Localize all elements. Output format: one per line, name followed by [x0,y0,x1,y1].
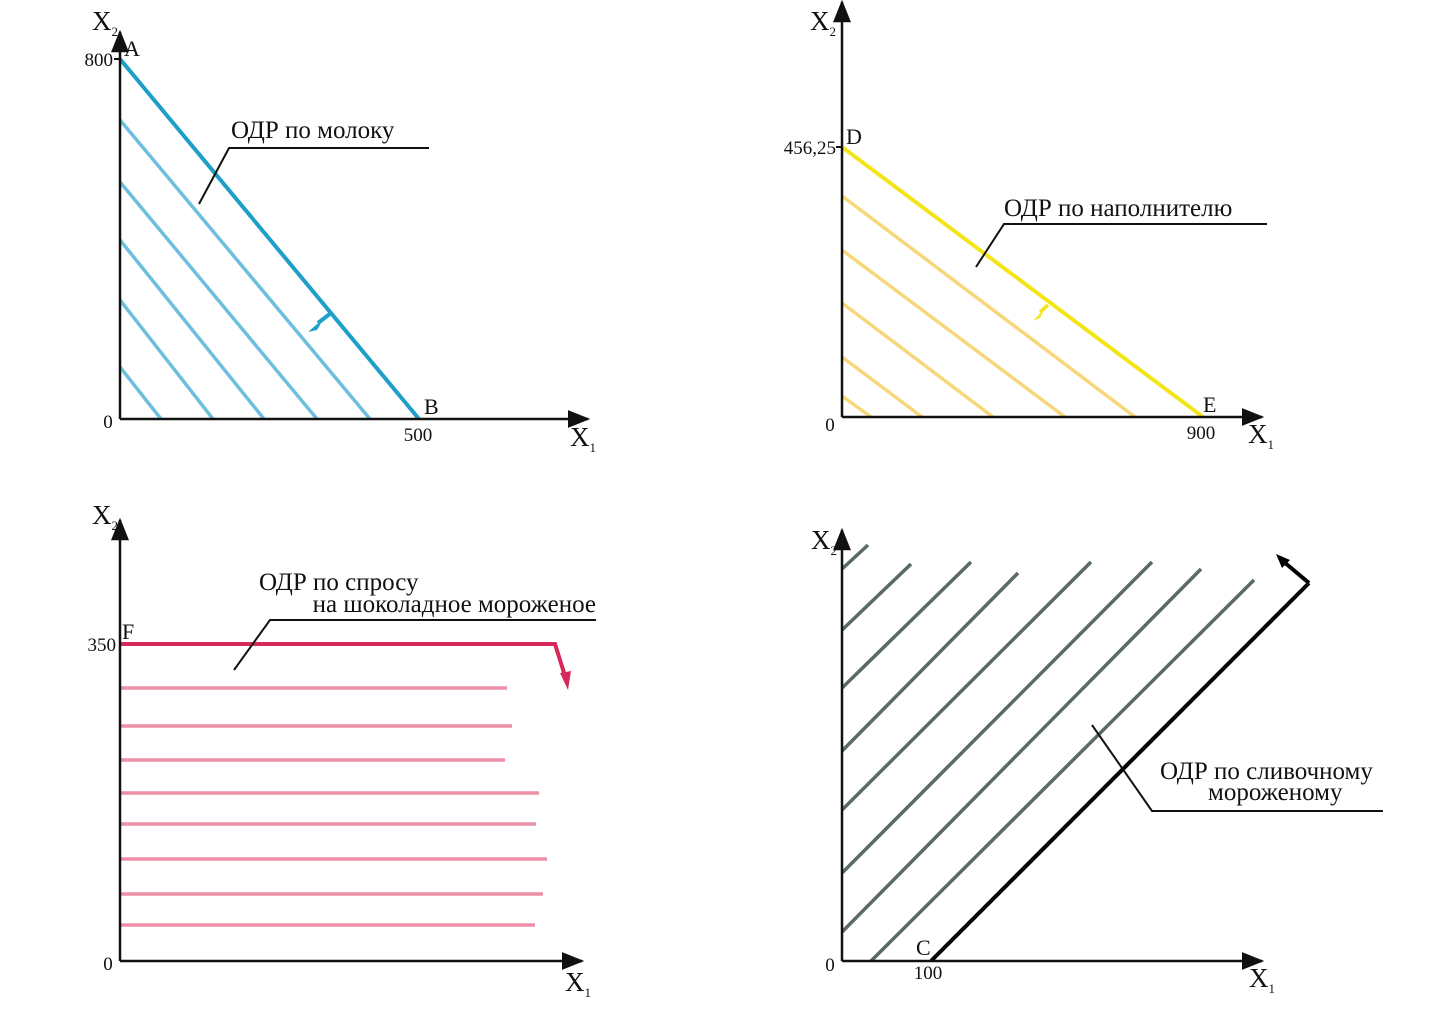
origin-label: 0 [825,955,835,976]
hatch-line [840,560,1093,812]
hatch-line [118,118,372,421]
hatch-line [840,248,1067,419]
origin-label: 0 [103,412,113,433]
chocolate-region-label-line1: ОДР по спросу [259,569,419,596]
point-d-label: D [846,124,862,149]
filler-hatch [840,194,1137,419]
y-axis-label: X2 [810,6,836,39]
hatch-line [840,567,1203,934]
milk-direction-arrowhead [308,318,324,332]
y-tick-label: 456,25 [784,138,836,159]
cream-region-label-line2: мороженому [1208,779,1343,806]
hatch-line [840,562,913,632]
point-a-label: A [124,36,140,61]
hatch-line [840,560,1154,875]
point-b-label: B [424,394,439,419]
hatch-line [840,194,1137,419]
chocolate-region-label-line2: на шоколадное мороженое [313,591,596,618]
x-tick-label: 500 [404,425,433,446]
cream-direction-arrow [1282,560,1311,585]
hatch-line [118,180,319,421]
x-tick-label: 100 [914,963,943,984]
chocolate-direction-arrowhead [560,671,571,690]
milk-label-leader [198,147,429,205]
hatch-line [869,578,1256,963]
chocolate-constraint-line [120,642,567,677]
cream-panel: X2 X1 100 0 C ОДР по сливочному морожено… [811,525,1383,996]
chocolate-hatch [120,686,547,927]
hatch-line [840,543,870,571]
milk-constraint-line [118,57,421,421]
milk-direction-arrow [316,311,333,325]
x-axis-label: X1 [570,422,596,455]
hatch-line [840,355,924,419]
x-axis-label: X1 [565,967,591,1000]
point-f-label: F [122,619,134,644]
cream-region-label-line1: ОДР по сливочному [1160,758,1373,785]
milk-panel: X2 X1 800 500 0 A B ОДР по молоку [85,6,597,455]
filler-label-leader [975,223,1267,268]
hatch-line [840,571,1020,753]
origin-label: 0 [825,415,835,436]
origin-label: 0 [103,954,113,975]
filler-region-label: ОДР по наполнителю [1004,195,1232,222]
filler-direction-arrowhead [1033,308,1045,321]
cream-constraint-line [929,581,1311,963]
y-axis-label: X2 [92,6,118,39]
milk-hatch [118,118,372,421]
milk-region-label: ОДР по молоку [231,117,395,144]
x-tick-label: 900 [1187,423,1216,444]
y-axis-label: X2 [92,500,118,533]
hatch-line [840,394,873,419]
cream-direction-arrowhead [1276,554,1290,568]
chocolate-panel: X2 X1 350 0 F ОДР по спросу на шоколадно… [88,500,596,1000]
point-e-label: E [1203,392,1216,417]
y-axis-label: X2 [811,525,837,558]
filler-constraint-line [840,145,1205,419]
hatch-line [840,560,973,690]
hatch-line [118,298,215,421]
y-tick-label: 800 [85,50,114,71]
hatch-line [118,238,266,421]
hatch-line [840,301,995,419]
point-c-label: C [916,935,931,960]
filler-panel: X2 X1 456,25 900 0 D E ОДР по наполнител… [784,0,1274,452]
chocolate-label-leader [233,619,596,671]
filler-direction-arrow [1038,303,1050,314]
x-axis-label: X1 [1249,963,1275,996]
x-axis-label: X1 [1248,419,1274,452]
y-tick-label: 350 [88,635,117,656]
cream-hatch [840,543,1256,963]
hatch-line [118,365,163,421]
cream-label-leader [1091,724,1383,812]
